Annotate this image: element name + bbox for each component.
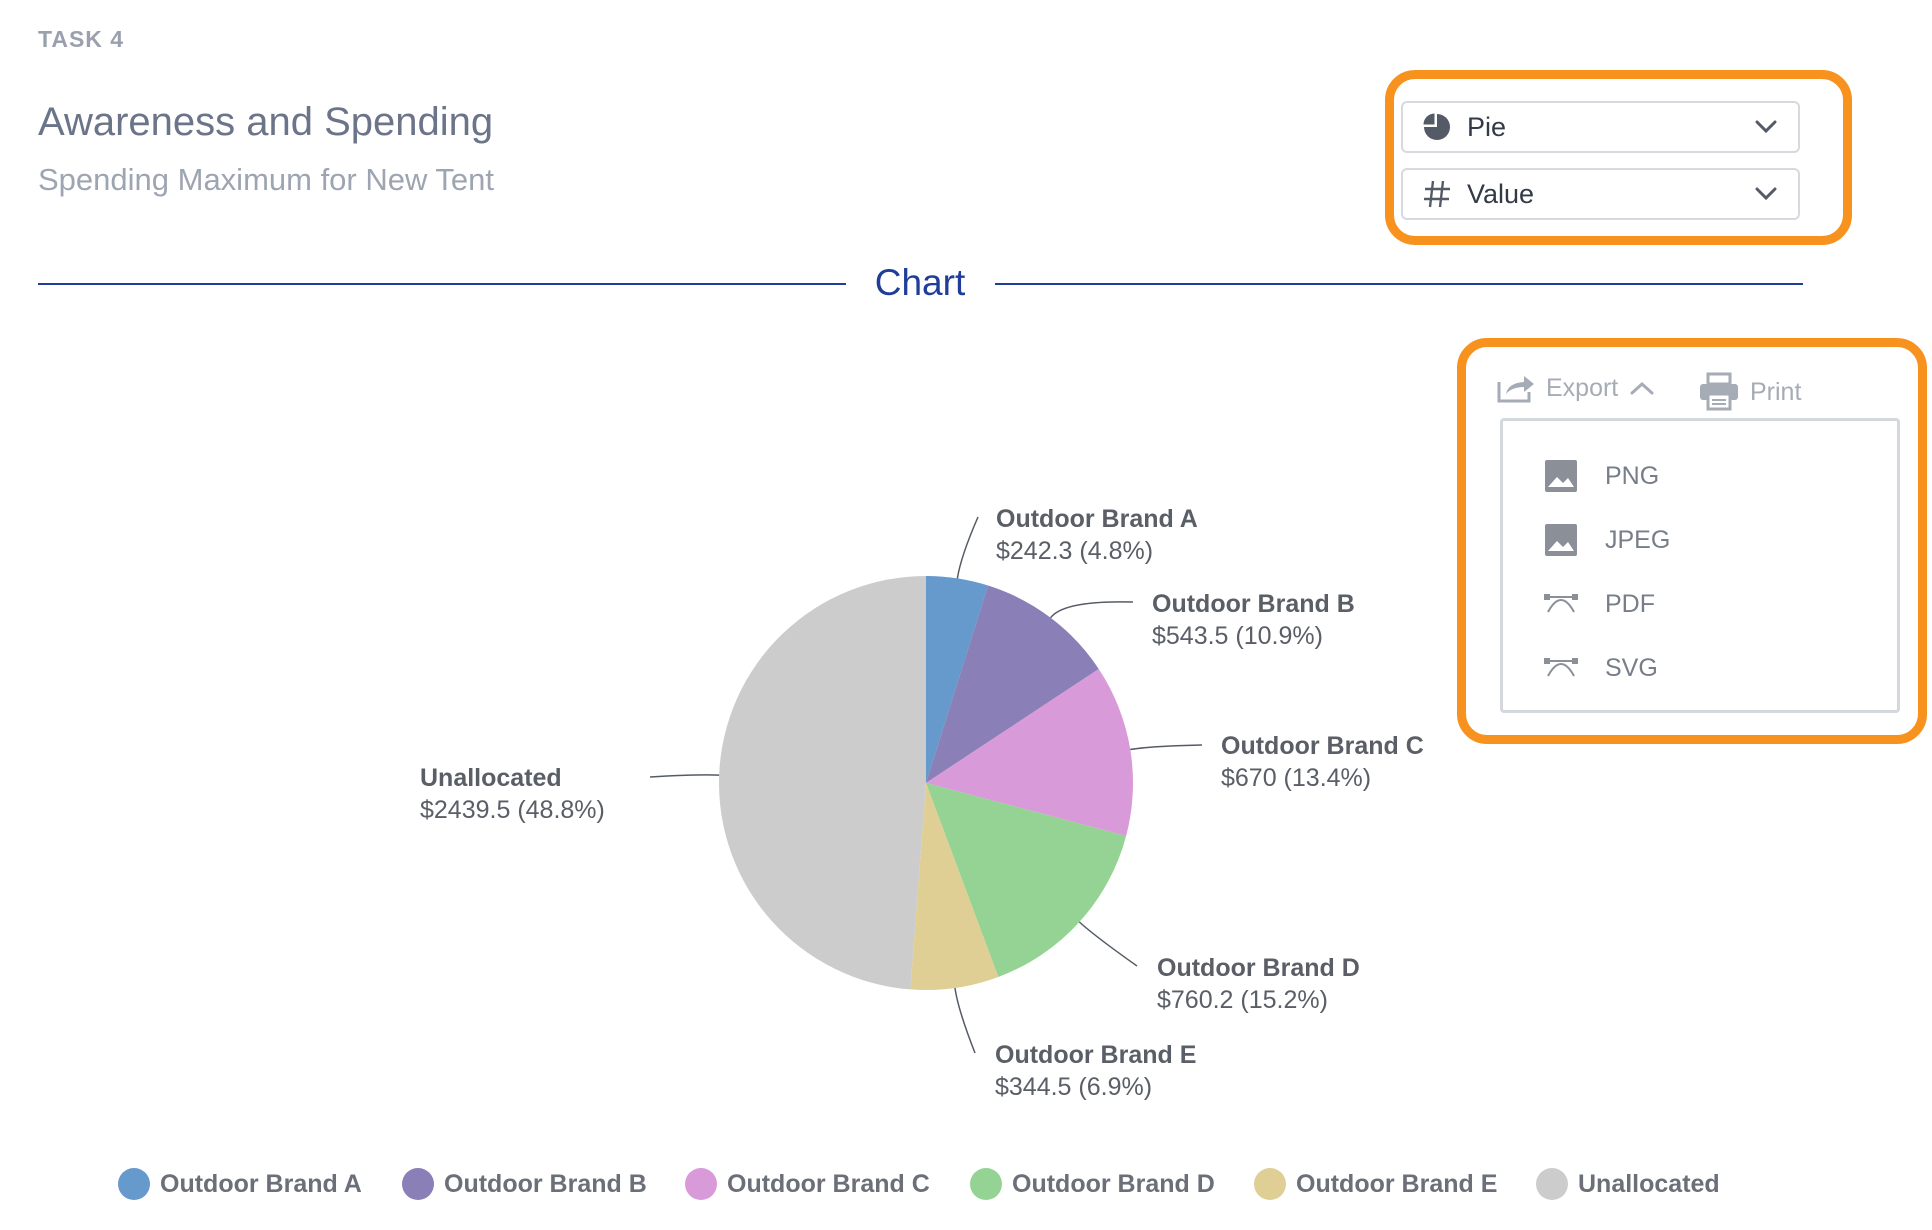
pie-slice-outdoor-brand-c[interactable] <box>926 668 1133 836</box>
pie-slice-outdoor-brand-d[interactable] <box>926 783 1127 977</box>
leader-line <box>1130 744 1203 751</box>
pie-slice-outdoor-brand-e[interactable] <box>910 783 999 990</box>
export-menu: PNG JPEG PDF SVG <box>1500 418 1900 713</box>
slice-name-label: Outdoor Brand A <box>996 505 1198 533</box>
export-pdf-label: PDF <box>1605 589 1655 618</box>
measure-value: Value <box>1467 178 1535 209</box>
legend-label: Outdoor Brand C <box>727 1169 930 1198</box>
legend-label: Outdoor Brand A <box>160 1169 362 1198</box>
section-heading: Chart <box>874 262 966 303</box>
page-subtitle: Spending Maximum for New Tent <box>38 162 495 197</box>
print-button[interactable]: Print <box>1698 372 1801 412</box>
legend-item-brand-a[interactable]: Outdoor Brand A <box>118 1168 362 1200</box>
page-title: Awareness and Spending <box>38 100 494 144</box>
legend-swatch <box>1254 1168 1286 1200</box>
print-label: Print <box>1750 377 1802 406</box>
slice-value-label: $760.2 (15.2%) <box>1157 986 1328 1014</box>
leader-line <box>956 516 979 579</box>
slice-name-label: Outdoor Brand E <box>995 1041 1196 1069</box>
slice-value-label: $344.5 (6.9%) <box>995 1073 1152 1101</box>
export-button[interactable]: Export <box>1496 372 1654 404</box>
chevron-up-icon <box>1630 381 1654 395</box>
legend-label: Outdoor Brand B <box>444 1169 647 1198</box>
divider-left <box>38 283 846 285</box>
export-highlight-box <box>1457 338 1927 744</box>
legend-swatch <box>402 1168 434 1200</box>
legend-item-unallocated[interactable]: Unallocated <box>1536 1168 1720 1200</box>
share-icon <box>1496 372 1536 404</box>
export-svg-option[interactable]: SVG <box>1541 643 1658 693</box>
chevron-down-icon <box>1746 187 1786 201</box>
chart-type-value: Pie <box>1467 111 1507 142</box>
image-icon <box>1541 523 1581 557</box>
export-png-label: PNG <box>1605 461 1660 490</box>
export-png-option[interactable]: PNG <box>1541 451 1659 501</box>
vector-icon <box>1541 592 1581 616</box>
image-icon <box>1541 459 1581 493</box>
hash-icon <box>1417 179 1457 209</box>
legend-label: Outdoor Brand E <box>1296 1169 1498 1198</box>
slice-value-label: $2439.5 (48.8%) <box>420 796 605 824</box>
legend-swatch <box>118 1168 150 1200</box>
export-pdf-option[interactable]: PDF <box>1541 579 1655 629</box>
pie-slice-unallocated[interactable] <box>719 576 926 990</box>
legend-swatch <box>970 1168 1002 1200</box>
legend-swatch <box>1536 1168 1568 1200</box>
export-jpeg-option[interactable]: JPEG <box>1541 515 1670 565</box>
legend-item-brand-e[interactable]: Outdoor Brand E <box>1254 1168 1497 1200</box>
slice-value-label: $543.5 (10.9%) <box>1152 622 1323 650</box>
pie-slice-outdoor-brand-b[interactable] <box>926 585 1099 783</box>
slice-value-label: $670 (13.4%) <box>1221 764 1371 792</box>
selector-highlight-box: Pie Value <box>1385 70 1852 245</box>
pie-slice-outdoor-brand-a[interactable] <box>926 576 989 783</box>
export-jpeg-label: JPEG <box>1605 525 1671 554</box>
legend-label: Unallocated <box>1578 1169 1720 1198</box>
slice-name-label: Outdoor Brand D <box>1157 954 1360 982</box>
slice-name-label: Outdoor Brand C <box>1221 732 1424 760</box>
slice-value-label: $242.3 (4.8%) <box>996 537 1153 565</box>
export-svg-label: SVG <box>1605 653 1658 682</box>
chevron-down-icon <box>1746 120 1786 134</box>
legend-label: Outdoor Brand D <box>1012 1169 1215 1198</box>
leader-line <box>1050 601 1134 619</box>
legend-item-brand-d[interactable]: Outdoor Brand D <box>970 1168 1215 1200</box>
measure-select[interactable]: Value <box>1401 168 1800 220</box>
task-label: TASK 4 <box>38 26 125 52</box>
chart-type-select[interactable]: Pie <box>1401 101 1800 153</box>
slice-name-label: Outdoor Brand B <box>1152 590 1355 618</box>
legend-swatch <box>685 1168 717 1200</box>
legend-item-brand-c[interactable]: Outdoor Brand C <box>685 1168 930 1200</box>
divider-right <box>995 283 1803 285</box>
chart-legend: Outdoor Brand A Outdoor Brand B Outdoor … <box>0 1168 1932 1208</box>
export-label: Export <box>1546 373 1619 402</box>
printer-icon <box>1698 372 1740 412</box>
pie-chart-icon <box>1417 112 1457 142</box>
leader-line <box>1078 921 1138 967</box>
slice-name-label: Unallocated <box>420 764 562 792</box>
legend-item-brand-b[interactable]: Outdoor Brand B <box>402 1168 647 1200</box>
vector-icon <box>1541 656 1581 680</box>
leader-line <box>954 987 976 1054</box>
leader-line <box>649 774 720 778</box>
